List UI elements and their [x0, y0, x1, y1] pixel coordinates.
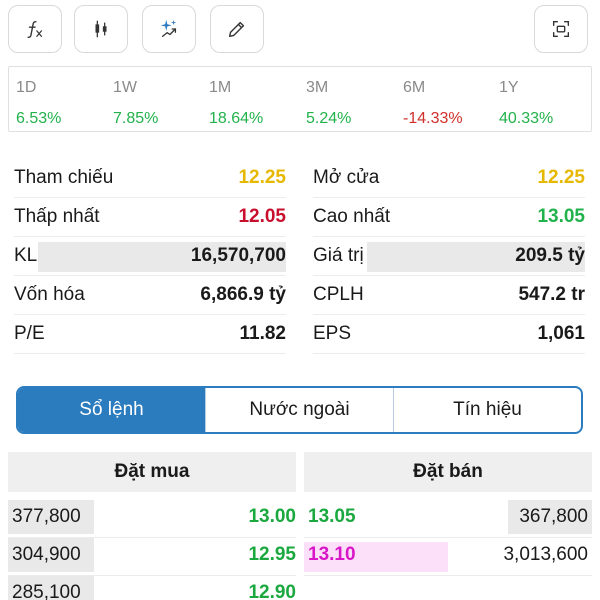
stat-high: Cao nhất 13.05 — [313, 199, 585, 237]
stat-label: P/E — [14, 323, 45, 344]
perf-label: 1Y — [499, 79, 519, 96]
draw-button[interactable] — [210, 5, 264, 53]
buy-row[interactable]: 285,100 12.90 — [8, 576, 296, 600]
tab-signals[interactable]: Tín hiệu — [393, 388, 581, 432]
stat-value: 547.2 tr — [518, 284, 585, 305]
tab-order-book[interactable]: Sổ lệnh — [18, 388, 205, 432]
stat-label: EPS — [313, 323, 352, 344]
performance-strip: 1D 6.53% 1W 7.85% 1M 18.64% 3M 5.24% 6M … — [8, 66, 592, 132]
stat-value: 16,570,700 — [190, 245, 286, 266]
buy-price: 12.95 — [248, 544, 296, 565]
sparkle-trend-icon — [160, 19, 177, 37]
stat-label: Mở cửa — [313, 167, 380, 188]
sell-row[interactable]: 13.05 367,800 — [304, 500, 592, 538]
perf-value: 40.33% — [499, 110, 554, 127]
stat-label: Giá trị — [313, 245, 364, 266]
ai-analysis-button[interactable] — [142, 5, 196, 53]
stat-value: 6,866.9 tỷ — [200, 284, 286, 305]
perf-value: 18.64% — [209, 110, 264, 127]
perf-label: 1W — [113, 79, 137, 96]
volume-bar — [38, 242, 286, 272]
stat-low: Thấp nhất 12.05 — [14, 199, 286, 237]
perf-label: 3M — [306, 79, 329, 96]
sell-qty: 367,800 — [508, 500, 592, 534]
stat-value: 13.05 — [537, 206, 585, 227]
stat-market-cap: Vốn hóa 6,866.9 tỷ — [14, 277, 286, 315]
buy-row[interactable]: 304,900 12.95 — [8, 538, 296, 576]
stat-label: KL — [14, 245, 38, 266]
buy-row[interactable]: 377,800 13.00 — [8, 500, 296, 538]
stat-value: 12.05 — [238, 206, 286, 227]
candlestick-icon — [95, 20, 107, 38]
stat-value-traded: Giá trị 209.5 tỷ — [313, 238, 585, 276]
buy-qty: 377,800 — [8, 500, 94, 534]
perf-value: 7.85% — [113, 110, 159, 127]
buy-qty: 304,900 — [8, 538, 94, 572]
perf-value: 5.24% — [306, 110, 352, 127]
stat-label: Vốn hóa — [14, 284, 85, 305]
perf-label: 1D — [16, 79, 37, 96]
stat-value: 12.25 — [238, 167, 286, 188]
function-icon — [27, 20, 43, 38]
stat-shares-outstanding: CPLH 547.2 tr — [313, 277, 585, 315]
stat-reference: Tham chiếu 12.25 — [14, 160, 286, 198]
stat-eps: EPS 1,061 — [313, 316, 585, 354]
row-divider — [304, 575, 592, 576]
stat-value: 11.82 — [239, 323, 287, 344]
tab-foreign[interactable]: Nước ngoài — [205, 388, 393, 432]
sell-price: 13.05 — [308, 506, 356, 527]
stat-value: 12.25 — [537, 167, 585, 188]
stat-volume: KL 16,570,700 — [14, 238, 286, 276]
stat-label: Cao nhất — [313, 206, 391, 227]
screenshot-button[interactable] — [534, 5, 588, 53]
buy-price: 12.90 — [248, 582, 296, 600]
buy-qty: 285,100 — [8, 576, 94, 600]
row-divider — [8, 575, 296, 576]
detail-tabs: Sổ lệnh Nước ngoài Tín hiệu — [16, 386, 583, 434]
row-divider — [304, 537, 592, 538]
pencil-icon — [228, 21, 245, 38]
buy-price: 13.00 — [248, 506, 296, 527]
perf-value: -14.33% — [403, 110, 463, 127]
stat-value: 1,061 — [537, 323, 585, 344]
perf-label: 6M — [403, 79, 426, 96]
candlestick-button[interactable] — [74, 5, 128, 53]
capture-icon — [552, 20, 570, 38]
sell-header: Đặt bán — [304, 452, 592, 492]
perf-label: 1M — [209, 79, 232, 96]
stat-value: 209.5 tỷ — [515, 245, 585, 266]
row-divider — [8, 537, 296, 538]
value-bar — [367, 242, 585, 272]
ceiling-highlight — [304, 542, 448, 572]
stat-label: Thấp nhất — [14, 206, 100, 227]
stat-open: Mở cửa 12.25 — [313, 160, 585, 198]
stat-label: Tham chiếu — [14, 167, 114, 188]
stat-label: CPLH — [313, 284, 364, 305]
chart-toolbar — [8, 5, 592, 55]
sell-price: 13.10 — [308, 544, 356, 565]
perf-value: 6.53% — [16, 110, 62, 127]
formula-button[interactable] — [8, 5, 62, 53]
buy-header: Đặt mua — [8, 452, 296, 492]
sell-qty: 3,013,600 — [503, 544, 588, 565]
stat-pe: P/E 11.82 — [14, 316, 286, 354]
sell-row[interactable]: 13.10 3,013,600 — [304, 538, 592, 576]
